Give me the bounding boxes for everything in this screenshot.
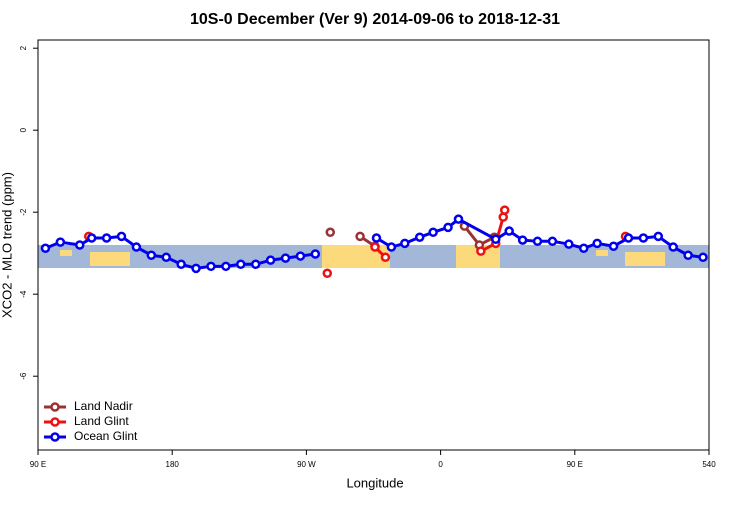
data-point: [325, 227, 336, 238]
data-point: [221, 261, 231, 272]
data-point: [176, 259, 186, 270]
data-point: [428, 227, 438, 238]
land-band: [625, 252, 665, 266]
data-point: [532, 236, 543, 247]
data-point: [608, 241, 619, 251]
data-point: [476, 246, 486, 256]
data-point: [564, 239, 574, 249]
y-tick-label: -4: [19, 290, 28, 298]
legend-label: Ocean Glint: [74, 429, 138, 443]
x-tick-label: 180: [166, 460, 180, 469]
data-point: [491, 234, 501, 245]
data-point: [683, 250, 693, 260]
x-axis-label: Longitude: [346, 475, 403, 490]
legend-marker: [50, 402, 60, 412]
x-tick-label: 0: [438, 460, 443, 469]
data-point: [86, 233, 97, 243]
data-point: [668, 242, 678, 252]
land-band: [60, 250, 72, 256]
y-tick-label: -2: [19, 208, 28, 216]
data-point: [322, 268, 333, 279]
x-tick-label: 540: [702, 460, 716, 469]
land-band: [90, 252, 130, 266]
data-point: [75, 240, 85, 250]
data-point: [653, 231, 664, 242]
data-point: [638, 233, 649, 243]
data-point: [414, 232, 425, 242]
data-point: [547, 236, 558, 247]
data-point: [592, 238, 602, 249]
y-axis-label: XCO2 - MLO trend (ppm): [0, 172, 14, 318]
data-point: [310, 249, 321, 259]
land-band: [596, 250, 608, 256]
data-point: [236, 259, 246, 270]
x-tick-label: 90 E: [567, 460, 583, 469]
x-tick-label: 90 E: [30, 460, 46, 469]
chart-title: 10S-0 December (Ver 9) 2014-09-06 to 201…: [190, 11, 560, 28]
series-line: [375, 217, 704, 259]
data-point: [131, 242, 142, 252]
legend-label: Land Glint: [74, 414, 129, 428]
data-point: [443, 222, 453, 233]
data-point: [161, 252, 171, 263]
data-point: [370, 242, 380, 252]
data-point: [504, 226, 514, 236]
data-point: [265, 255, 276, 265]
data-point: [499, 205, 510, 215]
data-point: [101, 233, 112, 243]
data-point: [295, 251, 306, 261]
data-point: [206, 261, 216, 272]
data-point: [250, 259, 261, 270]
data-point: [578, 243, 589, 254]
data-point: [623, 233, 634, 243]
data-point: [698, 252, 708, 263]
land-band: [456, 245, 500, 268]
data-point: [517, 235, 528, 245]
x-tick-label: 90 W: [297, 460, 316, 469]
land-band: [322, 245, 390, 268]
data-point: [380, 252, 391, 263]
data-point: [55, 237, 66, 247]
plot-frame: [37, 39, 710, 451]
y-tick-label: -6: [19, 372, 28, 380]
data-point: [146, 250, 157, 260]
y-tick-label: 2: [19, 45, 28, 50]
data-point: [371, 233, 382, 243]
legend-label: Land Nadir: [74, 399, 133, 413]
data-point: [355, 231, 365, 242]
data-point: [386, 242, 397, 252]
data-point: [40, 243, 51, 254]
legend-marker: [50, 432, 60, 442]
data-point: [191, 263, 201, 274]
data-point: [400, 238, 410, 249]
y-tick-label: 0: [19, 127, 28, 132]
legend-marker: [50, 417, 60, 427]
data-point: [453, 214, 464, 224]
data-point: [280, 253, 291, 263]
data-point: [116, 231, 127, 242]
